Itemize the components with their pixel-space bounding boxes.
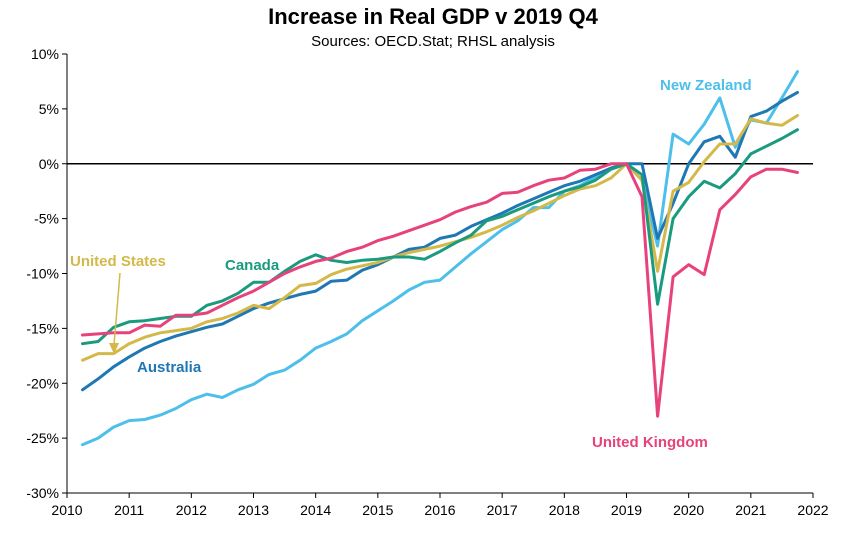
series-lines	[81, 70, 799, 447]
series-line-united-states	[81, 114, 799, 362]
x-tick-label: 2018	[549, 502, 580, 518]
series-labels: New Zealand Australia United States Cana…	[70, 77, 752, 451]
y-tick-label: -5%	[34, 211, 59, 227]
x-tick-label: 2010	[51, 502, 82, 518]
label-canada: Canada	[225, 257, 280, 274]
x-tick-label: 2013	[238, 502, 269, 518]
chart-axes: -30% -25% -20% -15% -10% -5% 0% 5% 10% 2010 2011 20…	[26, 46, 828, 518]
label-australia: Australia	[137, 359, 202, 376]
x-tick-label: 2012	[176, 502, 207, 518]
us-label-pointer	[109, 272, 121, 354]
x-tick-label: 2017	[487, 502, 518, 518]
series-line-canada	[81, 128, 799, 346]
y-tick-label: -30%	[26, 485, 59, 501]
pointer-arrowhead	[109, 343, 119, 354]
label-united-states: United States	[70, 253, 166, 270]
series-line-united-kingdom	[81, 162, 799, 418]
x-tick-label: 2015	[362, 502, 393, 518]
y-tick-label: -10%	[26, 266, 59, 282]
x-tick-label: 2021	[735, 502, 766, 518]
y-tick-label: -20%	[26, 375, 59, 391]
y-tick-label: 10%	[31, 46, 59, 62]
pointer-line	[113, 272, 121, 346]
x-tick-label: 2019	[611, 502, 642, 518]
series-line-new-zealand	[81, 70, 799, 447]
series-line-australia	[81, 90, 799, 392]
chart-subtitle: Sources: OECD.Stat; RHSL analysis	[311, 33, 555, 50]
y-tick-label: -25%	[26, 430, 59, 446]
label-new-zealand: New Zealand	[660, 77, 752, 94]
label-united-kingdom: United Kingdom	[592, 434, 708, 451]
y-tick-label: -15%	[26, 320, 59, 336]
chart-title: Increase in Real GDP v 2019 Q4	[268, 4, 599, 29]
y-tick-label: 5%	[39, 101, 59, 117]
y-tick-label: 0%	[39, 156, 59, 172]
x-tick-label: 2016	[424, 502, 455, 518]
x-tick-label: 2020	[673, 502, 704, 518]
x-tick-label: 2011	[114, 502, 144, 518]
x-tick-label: 2014	[300, 502, 331, 518]
x-tick-label: 2022	[797, 502, 828, 518]
